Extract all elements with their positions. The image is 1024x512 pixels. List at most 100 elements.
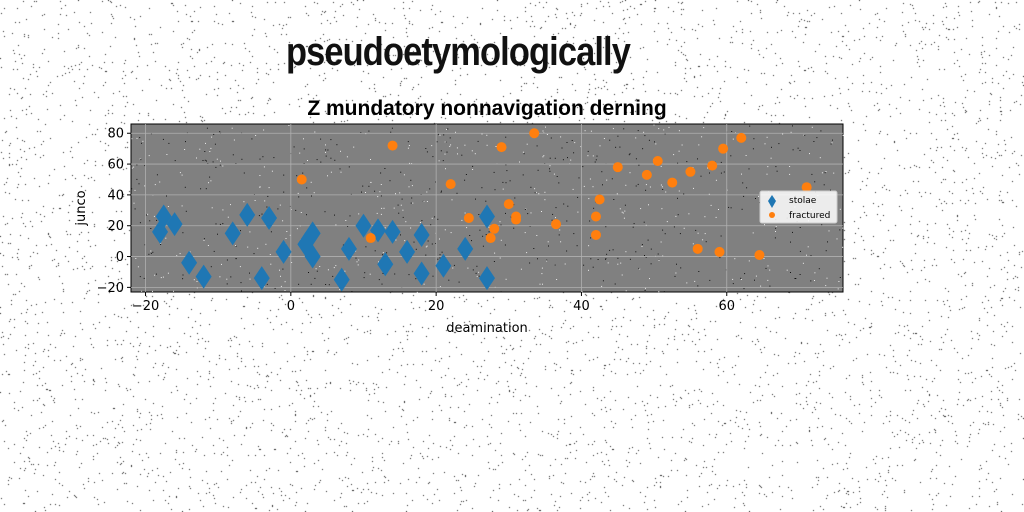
noise-dot: [384, 168, 386, 169]
noise-dot: [635, 158, 637, 160]
noise-dot: [686, 161, 688, 163]
noise-dot: [520, 268, 522, 270]
noise-dot: [529, 225, 531, 227]
noise-dot: [514, 197, 516, 199]
noise-dot: [400, 171, 402, 173]
noise-dot: [775, 226, 777, 227]
noise-dot: [199, 148, 201, 150]
noise-dot: [698, 271, 700, 272]
noise-dot: [450, 232, 452, 234]
noise-dot: [440, 150, 442, 152]
noise-dot: [764, 143, 766, 145]
data-point-stolae: [275, 239, 292, 264]
noise-dot: [426, 245, 428, 247]
noise-dot: [662, 189, 664, 190]
noise-dot: [432, 275, 434, 277]
noise-dot: [767, 265, 769, 267]
noise-dot: [138, 183, 140, 185]
noise-dot: [310, 181, 312, 183]
noise-dot: [333, 267, 335, 269]
noise-dot: [330, 157, 332, 159]
noise-dot: [330, 139, 332, 141]
noise-dot: [249, 272, 250, 274]
noise-dot: [641, 244, 643, 246]
noise-dot: [710, 204, 712, 206]
noise-dot: [215, 223, 217, 225]
data-point-stolae: [304, 244, 321, 269]
noise-dot: [792, 149, 794, 151]
noise-dot: [152, 251, 154, 253]
noise-dot: [204, 151, 206, 152]
noise-dot: [668, 126, 670, 128]
x-axis: −20 0 20 40 60: [132, 292, 735, 314]
noise-dot: [144, 185, 146, 187]
noise-dot: [715, 179, 717, 181]
noise-dot: [553, 173, 555, 175]
noise-dot: [588, 245, 590, 247]
noise-dot: [818, 268, 820, 270]
noise-dot: [432, 156, 434, 158]
noise-dot: [208, 182, 209, 184]
noise-dot: [478, 214, 480, 215]
noise-dot: [402, 209, 404, 211]
noise-dot: [709, 279, 711, 281]
noise-dot: [386, 252, 388, 254]
noise-dot: [566, 250, 568, 252]
noise-dot: [430, 224, 432, 226]
noise-dot: [382, 252, 384, 254]
noise-dot: [185, 141, 186, 143]
noise-dot: [332, 275, 334, 277]
noise-dot: [410, 227, 412, 229]
y-tick-label: 80: [107, 127, 124, 142]
noise-dot: [139, 276, 141, 278]
noise-dot: [554, 157, 556, 159]
noise-dot: [310, 283, 312, 285]
noise-dot: [680, 267, 682, 269]
noise-dot: [624, 210, 626, 212]
noise-dot: [804, 134, 806, 136]
noise-dot: [613, 199, 615, 200]
noise-dot: [273, 157, 275, 159]
noise-dot: [558, 182, 560, 184]
noise-dot: [582, 166, 584, 168]
noise-dot: [441, 251, 443, 253]
noise-dot: [629, 172, 631, 174]
noise-dot: [403, 174, 405, 176]
noise-dot: [720, 161, 722, 163]
noise-dot: [485, 200, 487, 202]
noise-dot: [443, 134, 445, 136]
data-point-fractured: [594, 194, 605, 205]
noise-dot: [325, 151, 326, 153]
noise-dot: [447, 128, 449, 130]
noise-dot: [732, 278, 734, 280]
noise-dot: [282, 268, 284, 270]
noise-dot: [692, 243, 694, 245]
noise-dot: [303, 138, 304, 140]
noise-dot: [263, 286, 265, 288]
noise-dot: [327, 175, 328, 177]
noise-dot: [446, 129, 447, 130]
noise-dot: [325, 149, 327, 151]
noise-dot: [478, 271, 480, 273]
noise-dot: [602, 280, 604, 282]
noise-dot: [583, 185, 585, 187]
noise-dot: [136, 137, 138, 139]
noise-dot: [660, 241, 662, 243]
noise-dot: [643, 131, 645, 133]
noise-dot: [219, 164, 221, 166]
noise-dot: [482, 245, 484, 247]
noise-dot: [456, 147, 458, 149]
noise-dot: [539, 283, 541, 285]
noise-dot: [131, 138, 133, 140]
noise-dot: [150, 252, 152, 254]
noise-dot: [641, 246, 643, 247]
noise-dot: [775, 231, 776, 232]
noise-dot: [253, 253, 255, 255]
noise-dot: [472, 165, 474, 167]
noise-dot: [524, 209, 526, 210]
noise-dot: [522, 174, 524, 176]
data-point-fractured: [529, 128, 540, 139]
noise-dot: [764, 224, 765, 226]
noise-dot: [376, 212, 378, 214]
noise-dot: [653, 124, 655, 126]
